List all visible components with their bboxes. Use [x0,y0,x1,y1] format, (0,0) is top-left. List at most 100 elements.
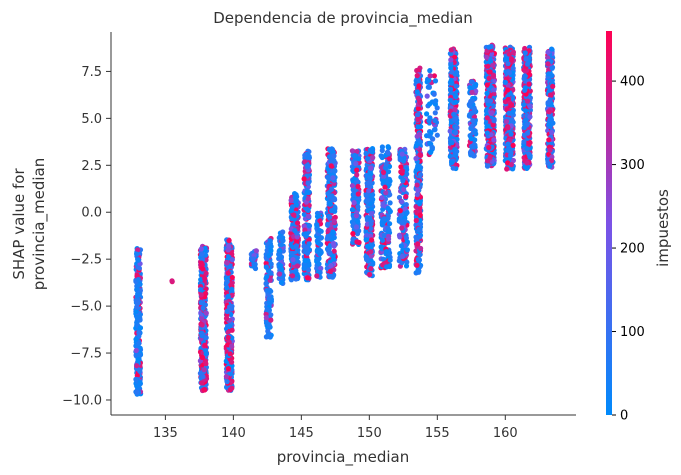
scatter-point [203,252,209,258]
scatter-point [265,332,271,338]
scatter-point [325,191,331,197]
scatter-point [329,193,335,199]
scatter-point [314,222,320,229]
scatter-point [418,152,424,158]
scatter-point [508,150,514,156]
scatter-point [267,238,273,244]
scatter-point [448,57,454,63]
scatter-point [278,242,284,248]
scatter-point [225,323,231,329]
y-tick-label: −5.0 [70,300,102,315]
scatter-point [279,266,285,272]
scatter-point [486,44,492,50]
scatter-point [292,228,298,234]
scatter-point [383,249,389,255]
scatter-point [266,296,272,302]
scatter-point [202,276,208,282]
scatter-point [401,186,407,193]
scatter-point [413,217,419,224]
scatter-point [416,226,422,233]
y-tick-label: 5.0 [81,112,102,127]
scatter-point [133,347,139,354]
scatter-point [200,305,206,311]
scatter-point [304,275,311,281]
scatter-point [135,257,141,263]
colorbar [606,31,612,415]
scatter-point [505,61,511,67]
y-axis-ticks: −10.0−7.5−5.0−2.50.02.55.07.5 [62,65,111,408]
colorbar-tick-label: 300 [620,158,645,173]
scatter-point [549,65,555,71]
scatter-point [416,268,422,274]
scatter-point [302,257,308,264]
y-tick-label: −7.5 [70,347,102,362]
scatter-point [449,140,455,146]
scatter-point [354,239,360,245]
y-tick-label: 2.5 [81,159,102,174]
scatter-point [198,277,204,283]
scatter-point [510,142,516,148]
scatter-point [355,191,361,197]
scatter-point [305,267,312,273]
scatter-point [525,61,531,67]
scatter-point [524,146,530,152]
scatter-point [133,376,139,382]
scatter-point [379,144,385,150]
scatter-point [404,247,410,253]
scatter-point [414,182,420,188]
scatter-point [469,89,475,95]
scatter-point [427,101,433,107]
x-tick-label: 140 [221,426,246,441]
scatter-point [306,153,312,159]
scatter-point [450,165,456,171]
scatter-point [354,172,360,178]
scatter-point [134,272,140,278]
scatter-point [226,243,232,249]
scatter-point [547,97,553,103]
scatter-point [229,327,235,333]
scatter-point [315,256,321,262]
scatter-point [223,374,229,380]
scatter-point [491,87,497,93]
scatter-point [417,234,423,240]
scatter-point [452,116,458,122]
scatter-point [331,153,337,159]
scatter-point [369,237,375,243]
scatter-point [199,331,205,337]
scatter-point [449,160,455,166]
scatter-point [229,286,235,292]
scatter-point [203,335,209,341]
scatter-point [382,184,388,190]
scatter-point [294,194,300,200]
scatter-point [302,159,308,165]
scatter-point [223,315,230,321]
scatter-point [545,160,551,166]
scatter-point [379,195,385,201]
scatter-point [521,139,527,145]
scatter-point [199,315,205,321]
scatter-point [263,281,269,287]
scatter-point [224,260,230,266]
scatter-point [305,180,311,186]
scatter-point [288,277,294,283]
scatter-point [317,251,323,257]
scatter-point [304,250,311,256]
scatter-point [301,176,307,182]
scatter-point [367,147,373,153]
scatter-point [521,124,528,131]
scatter-point [387,200,393,206]
scatter-point [433,98,439,104]
scatter-point [468,136,474,142]
scatter-point [404,210,410,216]
scatter-point [306,241,312,247]
scatter-point [353,161,359,167]
scatter-point [525,130,531,136]
scatter-point [288,197,294,203]
scatter-point [199,380,205,386]
scatter-point [293,243,299,249]
scatter-point [451,111,457,117]
scatter-point [198,292,204,298]
scatter-point [505,141,511,147]
scatter-point [302,264,308,270]
